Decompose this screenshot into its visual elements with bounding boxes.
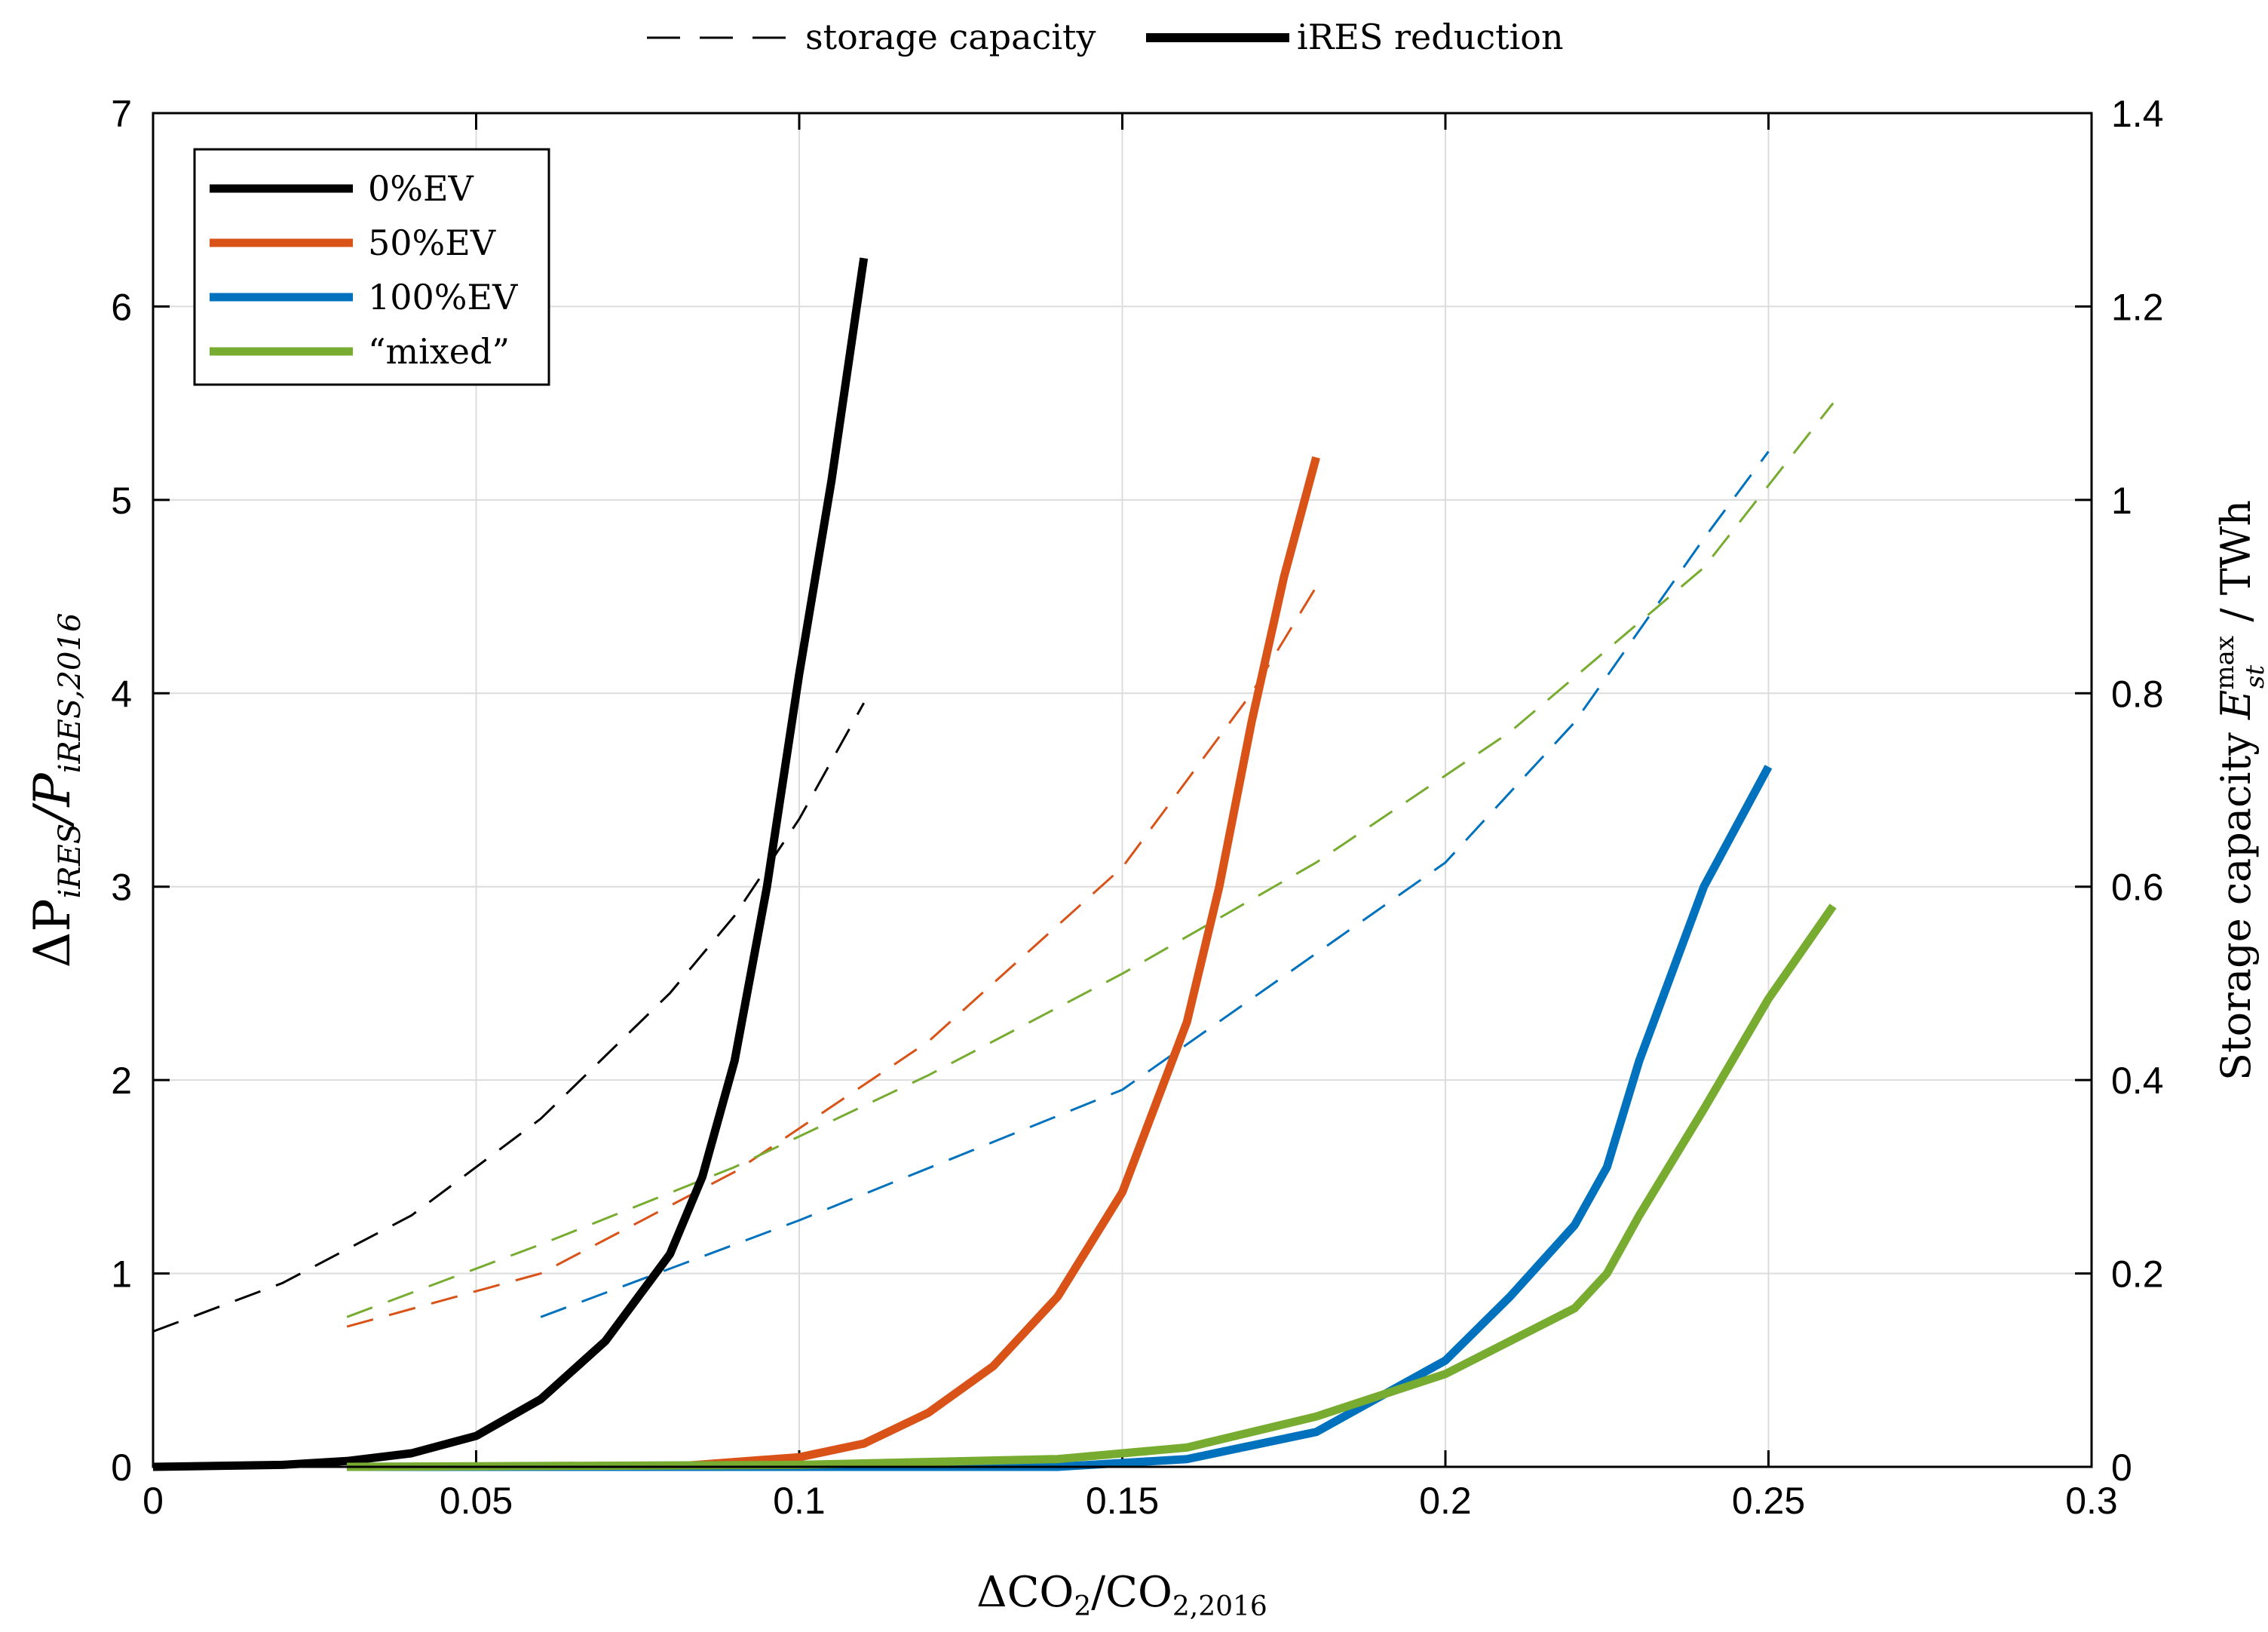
x-tick-label: 0.2: [1419, 1480, 1472, 1522]
y-axis-right-label: Storage capacity Emaxst / TWh: [2210, 500, 2268, 1081]
top-legend: storage capacity iRES reduction: [647, 17, 1564, 57]
y-right-tick-label: 0.8: [2111, 673, 2164, 715]
axis-ticks: 0 0.05 0.1 0.15 0.2 0.25 0.30123456700.20.40.6…: [111, 93, 2163, 1522]
ires-line-mixed: [347, 903, 1837, 1471]
x-tick-label: 0.1: [773, 1480, 826, 1522]
y-left-tick-label: 3: [111, 867, 132, 909]
y-right-tick-label: 0.6: [2111, 867, 2164, 909]
y-left-tick-label: 4: [111, 673, 132, 715]
x-tick-label: 0.25: [1732, 1480, 1805, 1522]
x-axis-label: ΔCO2/CO2,2016: [976, 1568, 1267, 1622]
y-left-tick-label: 5: [111, 480, 132, 522]
top-legend-dashed-label: storage capacity: [805, 17, 1096, 57]
y-left-tick-label: 0: [111, 1446, 132, 1489]
plot-frame: [152, 112, 2093, 1468]
y-left-tick-label: 1: [111, 1253, 132, 1296]
storage-line-mixed: [346, 402, 1834, 1318]
series-legend: 0%EV 50%EV 100%EV “mixed”: [193, 148, 550, 386]
legend-label-mixed: “mixed”: [368, 331, 510, 372]
y-right-tick-label: 0: [2111, 1446, 2132, 1489]
ires-line-50-ev: [347, 456, 1320, 1471]
y-left-tick-label: 2: [111, 1060, 132, 1102]
ires-line-0-ev: [152, 257, 869, 1471]
storage-line-0-ev: [152, 702, 866, 1333]
y-right-tick-label: 0.2: [2111, 1253, 2164, 1296]
legend-label-50-ev: 50%EV: [368, 222, 496, 263]
storage-capacity-series: [152, 402, 1834, 1333]
top-legend-solid-label: iRES reduction: [1297, 17, 1564, 57]
y-right-tick-label: 1.4: [2111, 93, 2164, 135]
y-right-tick-label: 1.2: [2111, 286, 2164, 328]
y-right-tick-label: 1: [2111, 480, 2132, 522]
storage-line-50-ev: [346, 586, 1317, 1328]
storage-line-100-ev: [540, 450, 1770, 1318]
x-tick-label: 0.3: [2065, 1480, 2118, 1522]
y-left-tick-label: 7: [111, 93, 132, 135]
legend-label-100-ev: 100%EV: [368, 277, 518, 318]
x-tick-label: 0: [143, 1480, 164, 1522]
y-left-tick-label: 6: [111, 286, 132, 328]
y-axis-left-label: ΔPiRES/PiRES,2016: [23, 613, 87, 968]
x-tick-label: 0.15: [1086, 1480, 1159, 1522]
y-right-tick-label: 0.4: [2111, 1060, 2164, 1102]
legend-label-0-ev: 0%EV: [368, 168, 474, 209]
x-tick-label: 0.05: [440, 1480, 513, 1522]
grid-lines: [153, 113, 2092, 1467]
